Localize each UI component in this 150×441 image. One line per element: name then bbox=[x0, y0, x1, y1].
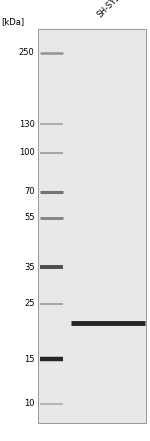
Text: 250: 250 bbox=[19, 49, 34, 57]
Text: 15: 15 bbox=[24, 355, 34, 364]
Text: 35: 35 bbox=[24, 262, 34, 272]
Text: 55: 55 bbox=[24, 213, 34, 222]
Text: 70: 70 bbox=[24, 187, 34, 196]
Bar bbox=[38, 29, 146, 423]
Text: SH-SY5Y: SH-SY5Y bbox=[96, 0, 126, 20]
Text: 10: 10 bbox=[24, 399, 34, 408]
Text: 25: 25 bbox=[24, 299, 34, 308]
Text: [kDa]: [kDa] bbox=[2, 18, 25, 26]
Text: 100: 100 bbox=[19, 148, 34, 157]
Text: 130: 130 bbox=[19, 120, 34, 129]
